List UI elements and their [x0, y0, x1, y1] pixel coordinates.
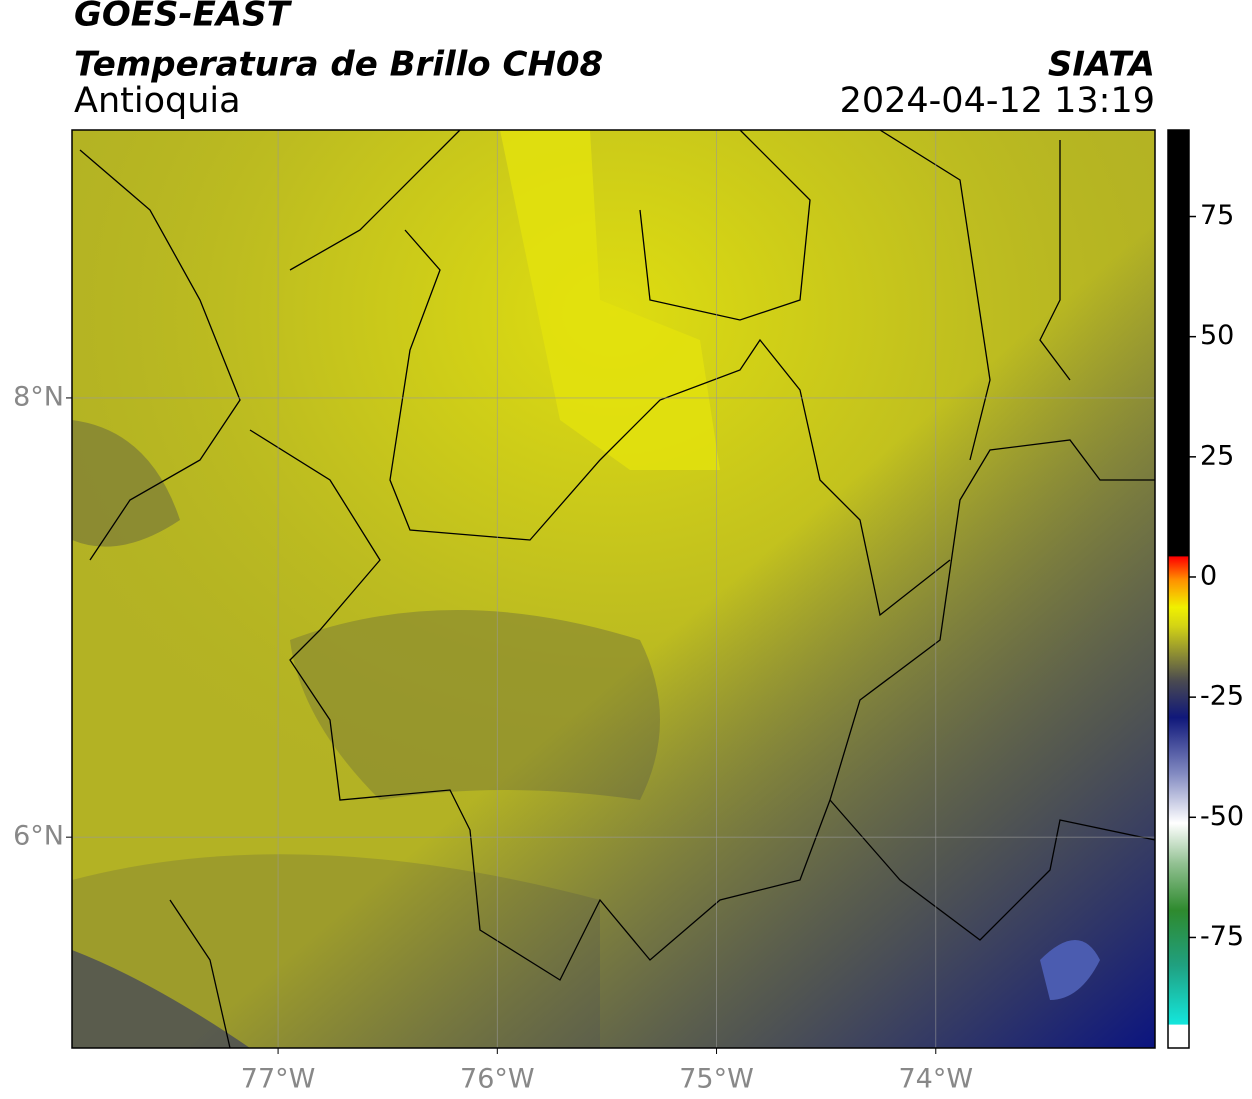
map-image: [72, 129, 1156, 1049]
colorbar-tick-label: -25: [1200, 681, 1244, 712]
region: Antioquia: [74, 81, 241, 121]
x-tick-label: 75°W: [679, 1064, 754, 1095]
colorbar-tick-label: -75: [1200, 921, 1244, 952]
colorbar: [1167, 129, 1190, 1049]
satellite: GOES-EAST: [74, 0, 293, 35]
grid: [72, 130, 1155, 1048]
y-tick-label: 6°N: [13, 821, 64, 852]
colorbar-tick-label: -50: [1200, 801, 1244, 832]
y-tick-label: 8°N: [13, 381, 64, 412]
source: SIATA: [1048, 45, 1155, 85]
colorbar-tick-label: 75: [1200, 200, 1234, 231]
datetime: 2024-04-12 13:19: [840, 81, 1155, 121]
x-tick-label: 74°W: [898, 1064, 973, 1095]
product: Temperatura de Brillo CH08: [74, 45, 603, 85]
colorbar-tick-label: 25: [1200, 440, 1234, 471]
colorbar-tick-label: 0: [1200, 560, 1217, 591]
colorbar-tick-label: 50: [1200, 320, 1234, 351]
map-frame: [71, 129, 1156, 1049]
x-tick-label: 76°W: [460, 1064, 535, 1095]
x-tick-label: 77°W: [241, 1064, 316, 1095]
